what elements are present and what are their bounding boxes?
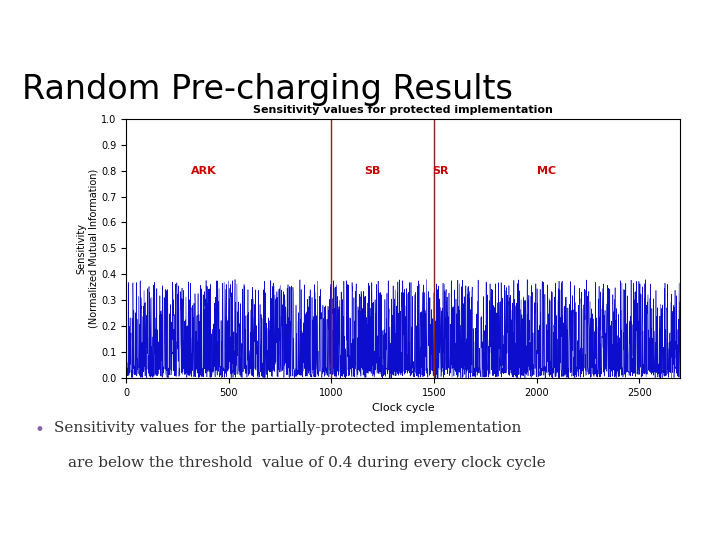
Text: •: • <box>35 421 45 439</box>
Y-axis label: Sensitivity
(Normalized Mutual Information): Sensitivity (Normalized Mutual Informati… <box>76 169 98 328</box>
Text: are below the threshold  value of 0.4 during every clock cycle: are below the threshold value of 0.4 dur… <box>68 456 546 470</box>
Text: SR: SR <box>432 166 449 176</box>
Text: Random Pre-charging Results: Random Pre-charging Results <box>22 72 513 106</box>
Text: SB: SB <box>364 166 381 176</box>
Text: MC: MC <box>537 166 557 176</box>
X-axis label: Clock cycle: Clock cycle <box>372 403 434 413</box>
Title: Sensitivity values for protected implementation: Sensitivity values for protected impleme… <box>253 105 553 115</box>
Text: ARK: ARK <box>192 166 217 176</box>
Text: 34/46: 34/46 <box>649 11 702 29</box>
Text: Sensitivity values for the partially-protected implementation: Sensitivity values for the partially-pro… <box>54 421 521 435</box>
